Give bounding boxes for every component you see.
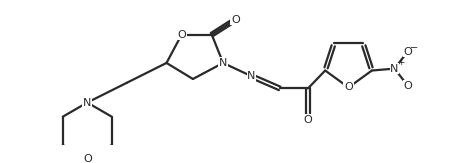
Text: N: N: [83, 98, 91, 108]
Text: O: O: [177, 30, 186, 40]
Text: +: +: [397, 58, 405, 67]
Text: N: N: [391, 64, 399, 74]
Text: O: O: [304, 115, 312, 125]
Text: O: O: [344, 82, 353, 92]
Text: O: O: [404, 47, 412, 57]
Text: −: −: [410, 43, 418, 53]
Text: N: N: [247, 71, 255, 81]
Text: O: O: [404, 81, 412, 91]
Text: N: N: [219, 58, 227, 68]
Text: O: O: [83, 154, 92, 163]
Text: O: O: [231, 15, 240, 25]
